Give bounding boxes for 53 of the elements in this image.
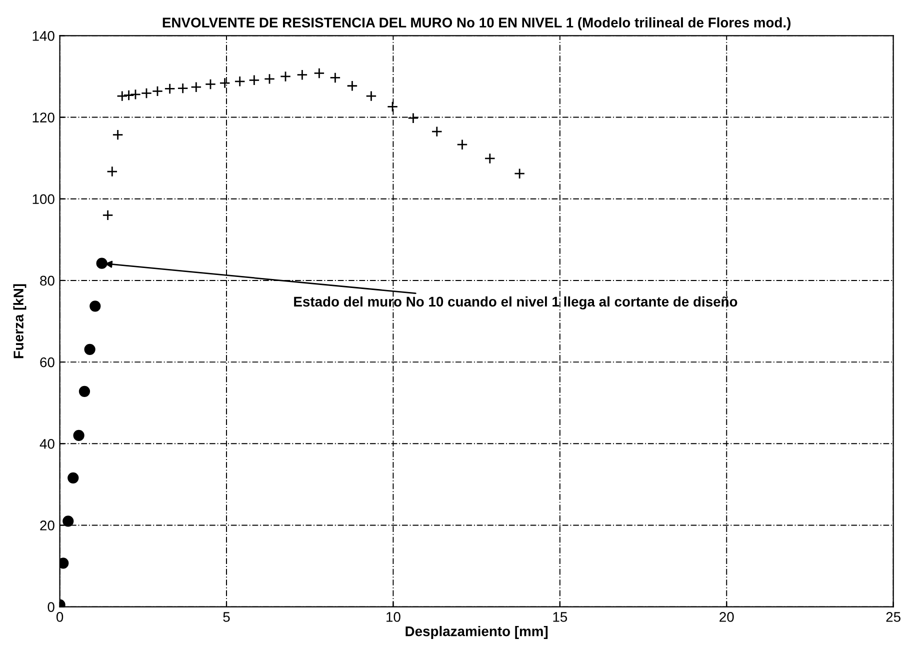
point: [296, 69, 308, 80]
x-tick-label: 10: [386, 612, 400, 622]
y-axis-title: Fuerza [kN]: [13, 284, 26, 358]
y-tick-label: 140: [32, 31, 54, 41]
x-tick-label: 15: [553, 612, 568, 622]
point: [366, 90, 377, 102]
point: [116, 90, 128, 102]
point: [190, 82, 202, 93]
x-tick-label: 20: [720, 612, 734, 622]
point: [346, 80, 358, 92]
point: [514, 168, 526, 180]
point: [456, 139, 468, 150]
point: [280, 70, 292, 82]
point: [330, 72, 341, 84]
y-tick-label: 20: [40, 520, 54, 530]
point: [106, 166, 118, 178]
point: [164, 83, 176, 94]
point: [177, 82, 188, 94]
point: [248, 74, 260, 86]
x-tick-label: 25: [886, 612, 900, 622]
y-tick-label: 60: [40, 357, 54, 368]
point: [90, 300, 101, 312]
point: [78, 386, 90, 397]
point: [102, 210, 114, 221]
x-axis-title: Desplazamiento [mm]: [406, 626, 548, 639]
chart-title: ENVOLVENTE DE RESISTENCIA DEL MURO No 10 EN NIVEL 1 (Modelo trilineal de Flores mod.): [162, 17, 790, 30]
x-tick-label: 0: [56, 612, 64, 622]
point: [204, 78, 216, 90]
point: [408, 112, 419, 124]
y-tick-label: 80: [40, 276, 54, 286]
y-tick-label: 120: [32, 112, 54, 122]
point: [484, 152, 496, 164]
annotation: Estado del muro No 10 cuando el nivel 1 llega al cortante de diseño: [294, 296, 738, 310]
point: [130, 88, 142, 100]
point: [431, 126, 442, 138]
y-tick-label: 0: [48, 602, 54, 612]
point: [84, 344, 96, 355]
point: [112, 129, 124, 140]
point: [152, 86, 164, 97]
point: [96, 258, 108, 269]
point: [73, 430, 84, 442]
point: [68, 472, 79, 484]
point: [219, 77, 230, 89]
y-tick-label: 100: [32, 194, 54, 204]
point: [264, 73, 276, 84]
point: [62, 516, 74, 527]
point: [123, 90, 134, 101]
point: [140, 88, 152, 99]
point: [386, 101, 398, 112]
point: [234, 76, 246, 87]
point: [314, 68, 325, 79]
x-tick-label: 5: [223, 612, 230, 622]
y-tick-label: 40: [40, 438, 54, 449]
